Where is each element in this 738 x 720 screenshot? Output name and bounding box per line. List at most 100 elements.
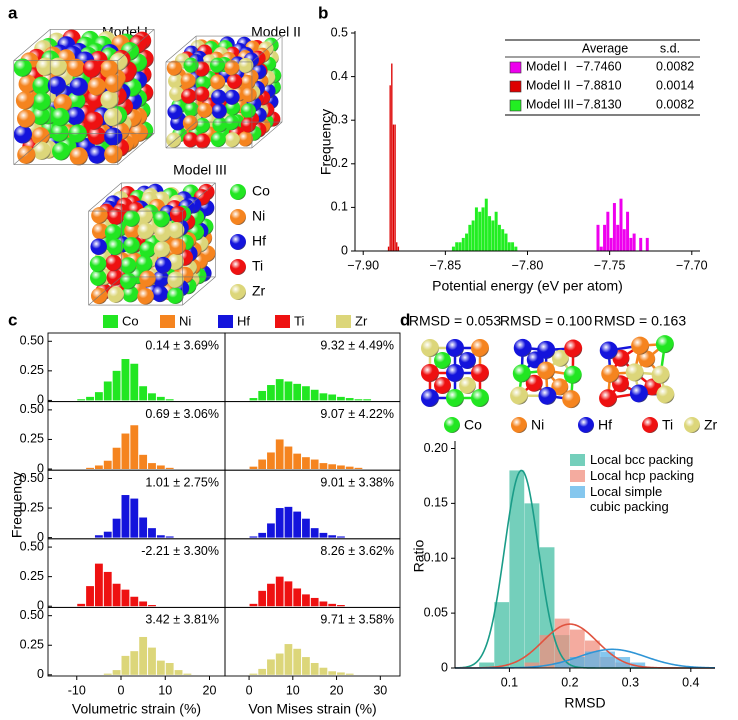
legend-marker (230, 259, 246, 275)
legend-label: Ni (252, 208, 265, 224)
atom (183, 101, 200, 117)
atom (224, 60, 240, 76)
atom (651, 365, 670, 384)
atom (47, 76, 67, 95)
atom (434, 352, 451, 369)
legend-swatch (275, 315, 290, 328)
bar (484, 198, 488, 251)
bar (501, 229, 505, 251)
bar (293, 453, 302, 470)
atom (471, 389, 489, 407)
bar (337, 672, 345, 675)
bar (258, 590, 267, 607)
legend-marker (230, 184, 246, 200)
legend-item: Local simple cubic packing (570, 484, 710, 514)
bar (328, 671, 337, 675)
table-cell: 0.0082 (656, 97, 694, 111)
legend-marker (444, 417, 460, 433)
atom (166, 60, 182, 76)
cube-edge (13, 133, 51, 165)
bar (258, 532, 267, 538)
legend-item: Local hcp packing (570, 468, 710, 483)
bar (293, 588, 302, 607)
atom (87, 77, 106, 96)
bar (392, 124, 395, 251)
bar (293, 648, 302, 675)
panel-label: d (400, 310, 410, 329)
bar (539, 635, 555, 668)
bar (310, 389, 319, 401)
atom (459, 352, 476, 369)
bar (494, 602, 510, 668)
atom (194, 117, 210, 134)
atom (537, 340, 556, 359)
atom (69, 147, 88, 166)
bar (165, 662, 174, 675)
bar (504, 233, 508, 251)
bar (354, 399, 363, 401)
annotation: 0.69 ± 3.06% (145, 407, 219, 421)
bar (310, 597, 319, 607)
atom (538, 386, 557, 405)
cube-edge (251, 121, 283, 149)
bar (275, 439, 284, 470)
bar (389, 85, 391, 251)
y-tick-label: 0.10 (424, 551, 448, 565)
bar (156, 535, 165, 538)
bar (267, 659, 275, 675)
legend-box: Local bcc packing Local hcp packing Local … (570, 452, 710, 514)
x-tick-label: 0.3 (622, 675, 639, 689)
bar (465, 233, 469, 251)
atom (90, 238, 107, 256)
annotation: 9.01 ± 3.38% (320, 475, 394, 489)
legend-label: Ni (531, 417, 544, 433)
atom (51, 107, 70, 127)
atom (211, 103, 227, 119)
atom (599, 389, 618, 408)
bar (258, 390, 267, 401)
bar (121, 359, 130, 401)
bar (461, 237, 465, 251)
model-label: Model III (173, 162, 227, 178)
atom (421, 389, 439, 407)
bar (511, 242, 515, 251)
bar (94, 465, 103, 470)
legend-label: Ti (662, 417, 673, 433)
bar (337, 465, 345, 470)
atom (119, 257, 137, 274)
bar (328, 394, 337, 401)
legend-label: Ni (179, 313, 191, 328)
y-tick-label: 0 (37, 393, 44, 407)
y-tick-label: 0.2 (331, 156, 348, 170)
atom (421, 339, 439, 357)
bar (112, 447, 121, 470)
y-tick-label: 0.25 (20, 432, 44, 446)
x-tick-label: −7.85 (430, 258, 462, 272)
atom (211, 89, 227, 105)
bar (488, 216, 492, 251)
bar (310, 459, 319, 470)
bar (497, 224, 501, 251)
atom (601, 364, 620, 383)
cube-edge (117, 29, 155, 61)
bar (121, 655, 130, 675)
atom (88, 145, 107, 164)
bar (139, 636, 148, 675)
atom (241, 87, 257, 103)
atom (638, 350, 656, 368)
legend-label: Co (252, 183, 270, 199)
y-tick-label: 0.50 (20, 334, 44, 348)
bar (103, 531, 112, 538)
y-tick-label: 0 (37, 461, 44, 475)
atom (525, 374, 543, 392)
atom (153, 210, 170, 228)
atom (210, 131, 226, 148)
bar (165, 399, 174, 401)
bar (130, 363, 139, 401)
atom (656, 385, 675, 404)
bar (615, 657, 631, 668)
atom (154, 225, 172, 242)
bar (103, 673, 112, 675)
atom (90, 269, 107, 286)
